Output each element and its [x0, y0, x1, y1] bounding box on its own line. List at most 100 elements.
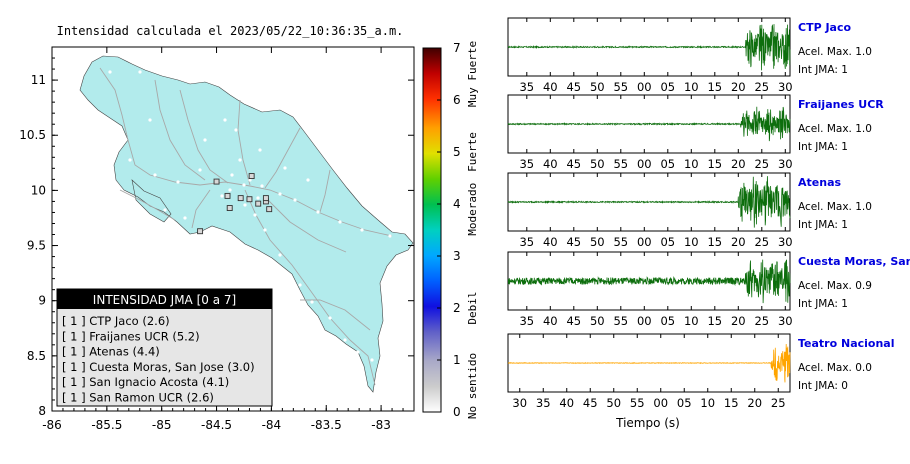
intensity-legend: INTENSIDAD JMA [0 a 7] [ 1 ] CTP Jaco (2… [56, 288, 273, 407]
town-dot [148, 118, 152, 122]
town-dot [253, 213, 257, 217]
station-marker [197, 228, 204, 235]
map-y-tick-label: 9.5 [27, 239, 46, 253]
int-jma-label: Int JMA: 1 [798, 141, 848, 153]
panel-x-tick-label: 35 [519, 235, 534, 249]
station-name: CTP Jaco [798, 21, 852, 34]
panel-x-tick-label: 25 [754, 157, 769, 171]
panel-x-tick-label: 55 [613, 157, 628, 171]
panel-x-tick-label: 40 [543, 314, 558, 328]
road [264, 127, 301, 189]
station-marker [224, 192, 231, 199]
panel-x-tick-label: 40 [543, 235, 558, 249]
road [244, 189, 376, 386]
legend-item: [ 1 ] Atenas (4.4) [62, 345, 160, 359]
town-dot [163, 208, 167, 212]
town-dot [306, 178, 310, 182]
int-jma-label: Int JMA: 1 [798, 64, 848, 76]
station-marker [246, 196, 253, 203]
station-name: Fraijanes UCR [798, 98, 884, 111]
panel-x-tick-label: 00 [637, 80, 652, 94]
colorbar-tick-label: 0 [453, 405, 461, 419]
station-name: Cuesta Moras, San Jose [798, 255, 910, 268]
colorbar-class-label: Debil [466, 291, 479, 324]
town-dot [223, 118, 227, 122]
panel-x-tick-label: 10 [684, 157, 699, 171]
panel-x-tick-label: 45 [566, 80, 581, 94]
panel-x-tick-label: 10 [700, 396, 715, 410]
panel-x-tick-label: 30 [512, 396, 527, 410]
acel-max-label: Acel. Max. 1.0 [798, 123, 872, 135]
panel-x-tick-label: 45 [566, 157, 581, 171]
panel-x-tick-label: 25 [754, 314, 769, 328]
panel-x-tick-label: 30 [778, 157, 793, 171]
colorbar-bar [422, 47, 442, 413]
town-dot [293, 198, 297, 202]
acel-max-label: Acel. Max. 1.0 [798, 46, 872, 58]
map-x-tick-label: -84 [262, 418, 282, 432]
town-dot [238, 158, 242, 162]
colorbar-tick-label: 2 [453, 301, 461, 315]
map-x-axis: -86 -85.5 -85 -84.5 -84 -83.5 -83 [42, 47, 415, 432]
colorbar-tick-label: 3 [453, 249, 461, 263]
panel-x-tick-label: 00 [637, 157, 652, 171]
panel-x-tick-label: 15 [707, 314, 722, 328]
town-dot [108, 70, 112, 74]
int-jma-label: Int JMA: 0 [798, 380, 848, 392]
panel-x-tick-label: 50 [590, 314, 605, 328]
colorbar-class-label: No sentido [466, 353, 479, 419]
intensity-colorbar: 0 1 2 3 4 5 6 7 No sentido Debil Moderado Fuerte Mu… [422, 41, 479, 419]
acel-max-label: Acel. Max. 0.0 [798, 362, 872, 374]
town-dot [153, 173, 157, 177]
panel-x-tick-label: 45 [583, 396, 598, 410]
costa-rica-landmass [79, 55, 414, 393]
town-dot [263, 228, 267, 232]
panel-x-tick-label: 55 [613, 235, 628, 249]
station-marker [213, 178, 220, 185]
town-dot [283, 166, 287, 170]
panel-x-tick-label: 40 [559, 396, 574, 410]
colorbar-tick-label: 4 [453, 197, 461, 211]
town-dot [370, 358, 374, 362]
figure-title: Intensidad calculada el 2023/05/22_10:36… [57, 24, 404, 38]
panel-x-tick-label: 30 [778, 314, 793, 328]
map-x-tick-label: -84.5 [201, 418, 232, 432]
acel-max-label: Acel. Max. 1.0 [798, 201, 872, 213]
panel-x-tick-label: 20 [731, 314, 746, 328]
panel-x-tick-label: 55 [630, 396, 645, 410]
station-marker [226, 205, 233, 211]
panel-x-tick-label: 45 [566, 235, 581, 249]
waveform-trace [507, 343, 791, 383]
int-jma-label: Int JMA: 1 [798, 298, 848, 310]
panel-x-tick-label: 15 [707, 157, 722, 171]
colorbar-tick-label: 6 [453, 93, 461, 107]
map-frame [51, 46, 415, 412]
town-dot [183, 216, 187, 220]
panel-x-tick-label: 50 [606, 396, 621, 410]
town-dot [228, 188, 232, 192]
panel-x-tick-label: 30 [778, 80, 793, 94]
waveform-trace [507, 106, 791, 142]
panel-x-tick-label: 05 [677, 396, 692, 410]
town-dot [128, 158, 132, 162]
town-dot [258, 148, 262, 152]
road [237, 99, 251, 186]
waveform-trace [507, 24, 791, 71]
road [319, 169, 331, 213]
colorbar-tick-label: 5 [453, 145, 461, 159]
panel-x-tick-label: 05 [660, 157, 675, 171]
waveform-panel: 35 40 45 50 55 00 05 10 15 20 25 30 Atenas Acel. Max.… [507, 172, 872, 249]
legend-title: INTENSIDAD JMA [0 a 7] [93, 293, 236, 307]
panel-x-tick-label: 25 [771, 396, 786, 410]
panel-x-tick-label: 50 [590, 157, 605, 171]
town-dot [243, 203, 247, 207]
panel-x-tick-label: 10 [684, 80, 699, 94]
map-y-tick-label: 9 [38, 294, 46, 308]
colorbar-tick-label: 1 [453, 353, 461, 367]
panel-x-tick-label: 55 [613, 314, 628, 328]
town-dot [242, 183, 246, 187]
waveform-trace [507, 176, 791, 228]
map-y-tick-label: 11 [31, 73, 46, 87]
panel-x-tick-label: 15 [707, 80, 722, 94]
